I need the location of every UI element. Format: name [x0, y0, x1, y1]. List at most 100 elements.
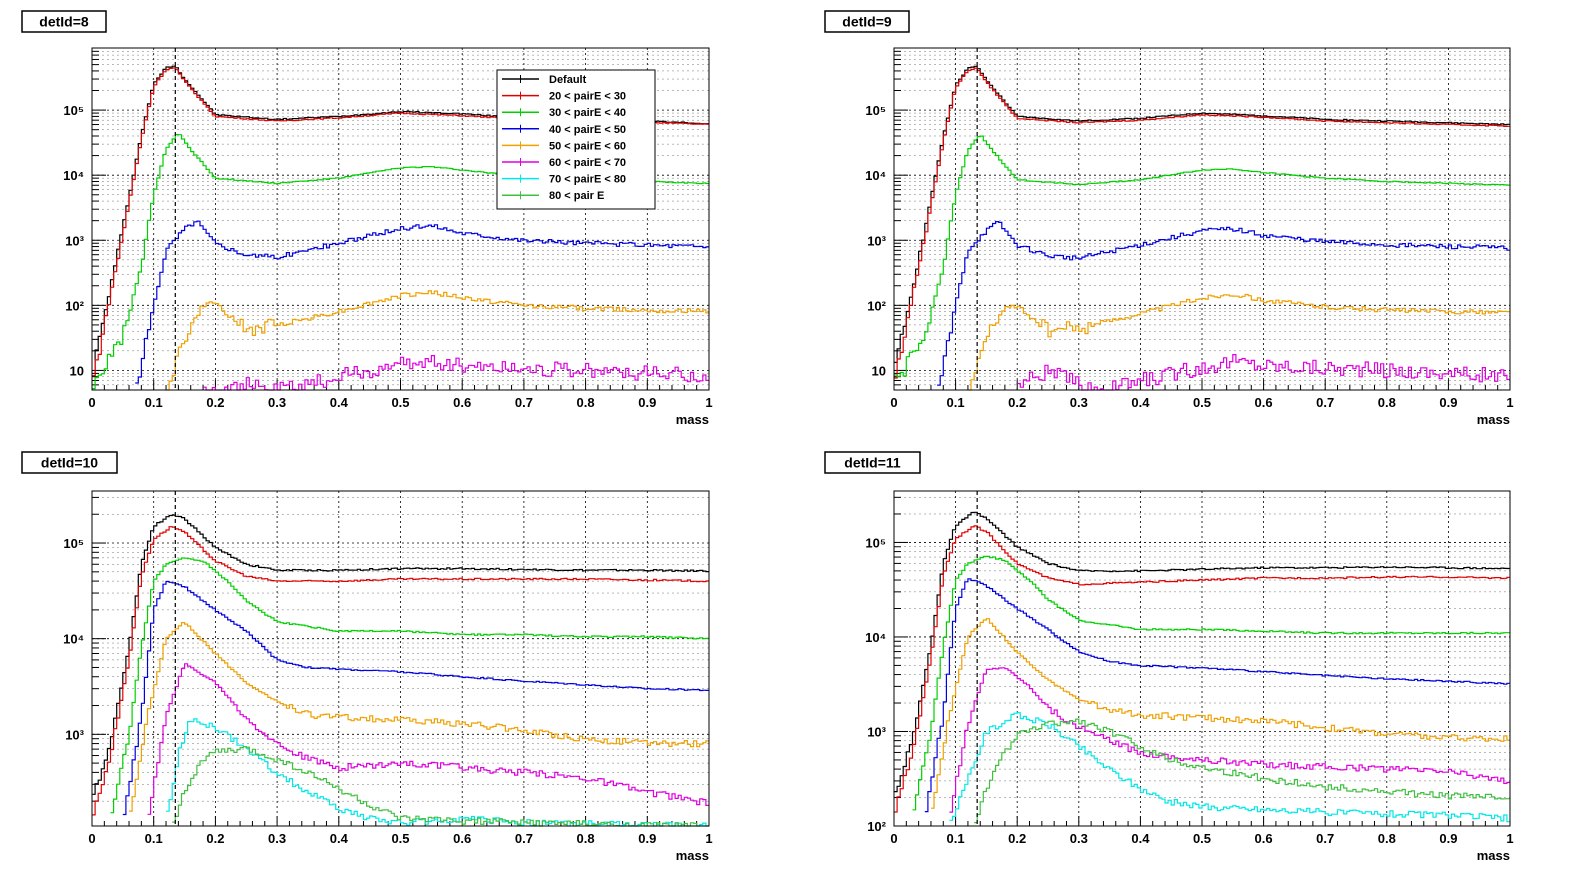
x-tick-label: 0 [88, 831, 95, 846]
x-axis-label: mass [676, 412, 709, 427]
x-tick-label: 1 [705, 395, 712, 410]
chart-title: detId=10 [41, 455, 98, 471]
plot-frame [91, 47, 710, 391]
series-line [974, 718, 1510, 824]
plot-frame [91, 490, 710, 827]
series-line [166, 290, 709, 391]
title-box [21, 10, 107, 33]
series-line [135, 220, 709, 384]
y-tick-label: 10² [65, 298, 84, 313]
x-tick-label: 0.6 [1255, 395, 1273, 410]
y-tick-label: 10⁵ [865, 103, 886, 118]
series-line [931, 618, 1510, 809]
series-line [172, 746, 709, 827]
y-tick-label: 10⁴ [865, 630, 886, 645]
y-tick-label: 10³ [867, 233, 886, 248]
x-tick-label: 0.7 [515, 395, 533, 410]
x-tick-label: 0.4 [330, 831, 349, 846]
series-line [949, 712, 1510, 823]
x-tick-label: 0.6 [1255, 831, 1273, 846]
series-line [967, 293, 1510, 391]
x-tick-label: 0 [890, 831, 897, 846]
x-tick-label: 0.7 [1316, 395, 1334, 410]
y-tick-label: 10³ [65, 233, 84, 248]
x-tick-label: 0.9 [1439, 831, 1457, 846]
series-line [894, 511, 1510, 793]
y-tick-label: 10³ [65, 727, 84, 742]
x-tick-label: 0.1 [947, 831, 965, 846]
legend-entry: 40 < pairE < 50 [549, 124, 626, 136]
x-tick-label: 0.2 [206, 831, 224, 846]
x-tick-label: 0.9 [1439, 395, 1457, 410]
chart-title: detId=11 [844, 455, 901, 471]
x-tick-label: 0.1 [145, 831, 163, 846]
x-tick-label: 0.4 [330, 395, 349, 410]
legend-entry: 60 < pairE < 70 [549, 157, 626, 169]
x-tick-label: 0.5 [1193, 395, 1211, 410]
x-tick-label: 0.2 [1008, 831, 1026, 846]
series-line [937, 221, 1510, 386]
title-box [824, 451, 921, 474]
x-tick-label: 0.3 [268, 831, 286, 846]
x-tick-label: 0 [890, 395, 897, 410]
title-box [824, 10, 910, 33]
y-tick-label: 10 [872, 363, 886, 378]
series-line [92, 514, 709, 795]
y-tick-label: 10⁵ [63, 103, 84, 118]
legend-entry: 20 < pairE < 30 [549, 91, 626, 103]
x-tick-label: 0.6 [453, 395, 471, 410]
series-line [122, 580, 709, 816]
x-tick-label: 0.5 [1193, 831, 1211, 846]
y-tick-label: 10⁵ [865, 535, 886, 550]
series-line [203, 355, 709, 391]
x-tick-label: 1 [1506, 831, 1513, 846]
x-tick-label: 0.8 [577, 831, 595, 846]
legend-entry: 30 < pairE < 40 [549, 107, 626, 119]
series-line [894, 67, 1510, 379]
y-tick-label: 10² [867, 298, 886, 313]
series-line [1017, 354, 1510, 391]
y-tick-label: 10² [867, 819, 886, 834]
x-tick-label: 0.4 [1131, 831, 1150, 846]
x-axis-label: mass [1477, 412, 1510, 427]
series-line [894, 65, 1510, 363]
series-line [147, 663, 709, 815]
series-line [110, 557, 709, 814]
x-axis-label: mass [1477, 848, 1510, 863]
series-line [924, 578, 1510, 813]
chart-panel-0: detId=8 0 0.1 0.2 0.3 0.4 0.5 0.6 0.7 0.8 0.9 1 10 10… [21, 10, 713, 427]
x-tick-label: 0.5 [391, 395, 409, 410]
legend-entry: Default [549, 74, 587, 86]
x-tick-label: 0.9 [638, 395, 656, 410]
y-tick-label: 10⁴ [63, 632, 84, 647]
title-box [21, 451, 118, 474]
x-axis-label: mass [676, 848, 709, 863]
y-tick-label: 10³ [867, 724, 886, 739]
x-tick-label: 0.9 [638, 831, 656, 846]
legend: Default 20 < pairE < 30 30 < pairE < 40 40 … [496, 69, 656, 210]
chart-title: detId=9 [842, 14, 892, 30]
y-tick-label: 10⁴ [865, 168, 886, 183]
chart-title: detId=8 [39, 14, 89, 30]
x-tick-label: 0.3 [268, 395, 286, 410]
x-tick-label: 0 [88, 395, 95, 410]
x-tick-label: 0.3 [1070, 395, 1088, 410]
legend-entry: 80 < pair E [549, 190, 604, 202]
x-tick-label: 0.2 [206, 395, 224, 410]
chart-panel-1: detId=9 0 0.1 0.2 0.3 0.4 0.5 0.6 0.7 0.8 0.9 1 10 10… [824, 10, 1514, 427]
series-line [912, 555, 1510, 811]
chart-panel-3: detId=11 0 0.1 0.2 0.3 0.4 0.5 0.6 0.7 0.8 0.9 1 10²… [824, 451, 1514, 863]
plot-frame [893, 47, 1511, 391]
x-tick-label: 0.7 [1316, 831, 1334, 846]
x-tick-label: 1 [1506, 395, 1513, 410]
plot-frame [893, 490, 1511, 827]
chart-panel-2: detId=10 0 0.1 0.2 0.3 0.4 0.5 0.6 0.7 0.8 0.9 1 10³… [21, 451, 713, 863]
x-tick-label: 0.8 [577, 395, 595, 410]
x-tick-label: 0.4 [1131, 395, 1150, 410]
x-tick-label: 0.2 [1008, 395, 1026, 410]
series-line [129, 622, 709, 812]
series-line [894, 135, 1510, 377]
x-tick-label: 0.6 [453, 831, 471, 846]
x-tick-label: 0.8 [1378, 831, 1396, 846]
